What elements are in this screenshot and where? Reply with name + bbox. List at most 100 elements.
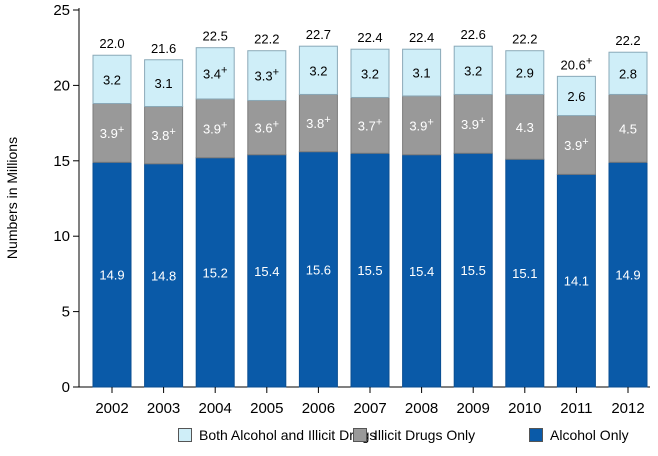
illicit-drugs-only-bar <box>144 106 184 165</box>
stacked-bar-chart: Numbers in Millions 0 5 10 15 20 25 14.9 3.9+ 3… <box>4 2 650 417</box>
segment-value-label: 15.5 <box>461 263 486 278</box>
segment-value-label: 2.8 <box>619 66 637 81</box>
segment-value-label: 3.9+ <box>461 115 486 132</box>
illicit-drugs-only-bar <box>556 115 596 175</box>
alcohol-only-bar <box>247 154 287 388</box>
segment-value-label: 14.9 <box>99 268 124 283</box>
alcohol-only-bar <box>608 161 648 388</box>
total-value-label: 21.6 <box>151 41 176 56</box>
y-tick-label: 10 <box>53 228 70 245</box>
y-tick-label: 0 <box>62 379 70 396</box>
illicit-drugs-only-bar <box>195 98 235 159</box>
both-alcohol-illicit-bar <box>350 48 390 98</box>
legend-swatch-both <box>178 428 192 442</box>
legend-item-illicit: Illicit Drugs Only <box>353 427 475 443</box>
x-tick-label: 2004 <box>199 400 232 417</box>
segment-value-label: 15.4 <box>409 264 434 279</box>
x-tick-label: 2010 <box>508 400 541 417</box>
segment-value-label: 2.9 <box>516 66 534 81</box>
segment-value-label: 14.1 <box>564 274 589 289</box>
total-value-label: 22.7 <box>306 27 331 42</box>
alcohol-only-bar <box>92 161 132 388</box>
both-alcohol-illicit-bar <box>556 75 596 117</box>
total-value-label: 22.0 <box>99 36 124 51</box>
segment-value-label: 3.7+ <box>358 116 383 133</box>
legend-swatch-alcohol <box>529 428 543 442</box>
segment-value-label: 3.6+ <box>255 119 280 136</box>
segment-value-label: 3.9+ <box>100 124 125 141</box>
both-alcohol-illicit-bar <box>144 59 184 108</box>
segment-value-label: 3.2 <box>309 63 327 78</box>
x-tick-label: 2009 <box>457 400 490 417</box>
segment-value-label: 15.4 <box>254 264 279 279</box>
total-value-label: 20.6+ <box>561 55 593 72</box>
both-alcohol-illicit-bar <box>453 45 493 95</box>
segment-value-label: 2.6 <box>567 89 585 104</box>
both-alcohol-illicit-bar <box>92 54 132 104</box>
x-tick-label: 2011 <box>560 400 592 417</box>
segment-value-label: 3.2 <box>464 63 482 78</box>
legend: Both Alcohol and Illicit Drugs Illicit D… <box>0 425 658 453</box>
total-value-label: 22.4 <box>409 30 434 45</box>
segment-value-label: 3.3+ <box>255 67 280 84</box>
segment-value-label: 15.6 <box>306 262 331 277</box>
x-tick-label: 2012 <box>611 400 644 417</box>
x-tick-label: 2005 <box>250 400 283 417</box>
both-alcohol-illicit-bar <box>195 47 235 100</box>
both-alcohol-illicit-bar <box>298 45 338 95</box>
y-tick-label: 15 <box>53 153 70 170</box>
segment-value-label: 3.9+ <box>564 136 589 153</box>
both-alcohol-illicit-bar <box>505 50 545 95</box>
segment-value-label: 3.8+ <box>151 126 176 143</box>
legend-label-alcohol: Alcohol Only <box>550 427 629 443</box>
segment-value-label: 15.1 <box>512 266 537 281</box>
illicit-drugs-only-bar <box>402 95 442 156</box>
segment-value-label: 4.3 <box>516 120 534 135</box>
legend-item-alcohol: Alcohol Only <box>529 427 629 443</box>
x-tick-label: 2006 <box>302 400 335 417</box>
illicit-drugs-only-bar <box>350 96 390 154</box>
x-axis-labels: 2002 2003 2004 2005 2006 2007 2008 2009 2010 2011… <box>95 387 645 417</box>
segment-value-label: 14.8 <box>151 268 176 283</box>
segment-value-label: 3.2 <box>103 72 121 87</box>
illicit-drugs-only-bar <box>92 102 132 163</box>
x-tick-label: 2008 <box>405 400 438 417</box>
total-value-label: 22.2 <box>512 32 537 47</box>
total-value-label: 22.5 <box>203 29 228 44</box>
segment-value-label: 3.9+ <box>203 119 228 136</box>
alcohol-only-bar <box>350 152 390 388</box>
segment-value-label: 15.2 <box>203 265 228 280</box>
segment-value-label: 4.5 <box>619 121 637 136</box>
segment-value-label: 3.1 <box>413 66 431 81</box>
segment-value-label: 3.4+ <box>203 64 228 81</box>
total-value-label: 22.2 <box>615 33 640 48</box>
both-alcohol-illicit-bar <box>402 48 442 97</box>
both-alcohol-illicit-bar <box>247 50 287 101</box>
legend-swatch-illicit <box>353 428 367 442</box>
alcohol-only-bar <box>402 154 442 388</box>
illicit-drugs-only-bar <box>505 93 545 160</box>
x-tick-label: 2002 <box>95 400 128 417</box>
segment-value-label: 3.8+ <box>306 114 331 131</box>
illicit-drugs-only-bar <box>247 99 287 156</box>
total-value-label: 22.4 <box>357 30 382 45</box>
segment-value-label: 15.5 <box>357 263 382 278</box>
segment-value-label: 3.1 <box>155 76 173 91</box>
y-tick-label: 20 <box>53 77 70 94</box>
y-axis-title: Numbers in Millions <box>4 137 20 259</box>
x-tick-label: 2007 <box>353 400 386 417</box>
x-tick-label: 2003 <box>147 400 180 417</box>
legend-label-illicit: Illicit Drugs Only <box>374 427 476 443</box>
total-value-label: 22.2 <box>254 32 279 47</box>
segment-value-label: 3.2 <box>361 66 379 81</box>
y-tick-label: 5 <box>62 304 70 321</box>
bars: 14.9 3.9+ 3.2 22.0 14.8 3.8+ 3.1 21.6 15.2 3.9+ 3.… <box>92 27 648 388</box>
alcohol-only-bar <box>556 173 596 388</box>
alcohol-only-bar <box>144 163 184 388</box>
y-tick-label: 25 <box>53 2 70 19</box>
legend-item-both: Both Alcohol and Illicit Drugs <box>178 427 376 443</box>
segment-value-label: 14.9 <box>615 268 640 283</box>
both-alcohol-illicit-bar <box>608 51 648 95</box>
segment-value-label: 3.9+ <box>409 116 434 133</box>
alcohol-only-bar <box>453 152 493 388</box>
